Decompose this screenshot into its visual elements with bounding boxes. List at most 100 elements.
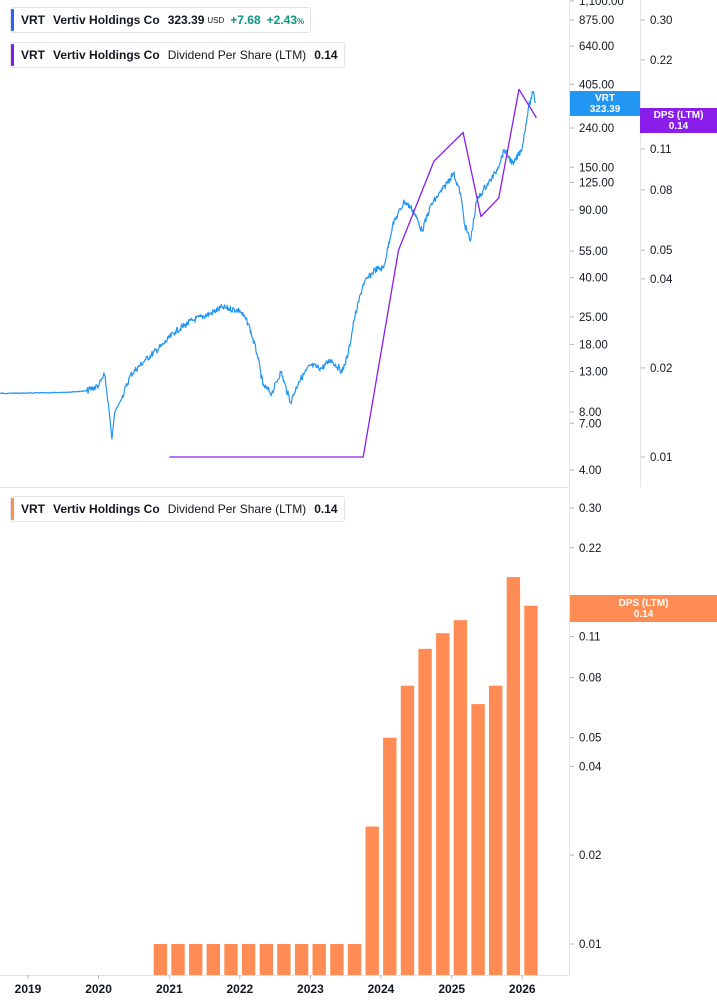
price-last-value-tag: VRT 323.39 [570, 91, 640, 116]
dps-bars [153, 577, 538, 975]
dps-axis-ticks: 0.30 0.22 0.11 0.08 0.05 0.04 0.02 0.01 [641, 15, 673, 464]
dps-bar [312, 944, 326, 975]
price-axis-tick-label: 25.00 [579, 312, 608, 324]
dps-bar [294, 944, 309, 975]
dps-bar [524, 605, 538, 975]
time-axis-tick-label: 2021 [156, 982, 183, 996]
price-axis-tick-label: 90.00 [579, 205, 608, 217]
legend-symbol: VRT [21, 48, 45, 62]
dps-tag-value: 0.14 [633, 608, 654, 620]
legend-metric: Dividend Per Share (LTM) [167, 48, 307, 62]
dps-bar-axis-tick-label: 0.11 [579, 632, 601, 644]
dps-bar [241, 944, 256, 975]
dps-bar-axis-tick-label: 0.22 [579, 543, 601, 555]
dps-axis-tick-label: 0.22 [650, 55, 672, 67]
price-axis-tick-label: 18.00 [579, 339, 608, 351]
time-axis-tick-label: 2026 [509, 982, 536, 996]
dps-bar [330, 944, 344, 975]
dps-bar [365, 826, 379, 975]
price-axis-tick-label: 8.00 [579, 407, 601, 419]
dps-axis-tick-label: 0.05 [650, 245, 672, 257]
dps-bar [506, 577, 521, 975]
price-axis-tick-label: 875.00 [579, 15, 614, 27]
dps-bar [436, 633, 450, 975]
price-axis-tick-label: 125.00 [579, 178, 614, 190]
dps-legend-bottom-swatch [11, 498, 14, 520]
dps-bar-axis-tick-label: 0.08 [579, 672, 601, 684]
dps-bar-axis-tick-label: 0.05 [579, 733, 601, 745]
dps-axis-tick-label: 0.02 [650, 363, 672, 375]
price-tag-value: 323.39 [589, 103, 621, 115]
price-axis-tick-label: 55.00 [579, 246, 608, 258]
dps-bar-axis-tick-label: 0.30 [579, 503, 601, 515]
legend-value: 0.14 [314, 48, 338, 62]
dps-bar [400, 685, 415, 975]
time-axis-tick-label: 2019 [15, 982, 42, 996]
dps-tag-label: DPS (LTM) [653, 109, 704, 121]
time-axis-tick-label: 2023 [297, 982, 324, 996]
time-axis-ticks: 2019 2020 2021 2022 2023 2024 2025 2026 [15, 975, 536, 996]
dps-bar [171, 944, 185, 975]
legend-change-pct: +2.43% [267, 13, 305, 27]
dps-bar [206, 944, 220, 975]
legend-symbol: VRT [21, 502, 45, 516]
time-axis-tick-label: 2025 [438, 982, 465, 996]
dps-tag-value: 0.14 [668, 120, 689, 132]
time-axis-tick-label: 2022 [226, 982, 253, 996]
dps-bar [347, 944, 362, 975]
time-axis-tick-label: 2024 [368, 982, 395, 996]
price-axis-tick-label: 1,100.00 [579, 0, 624, 8]
dps-bar [153, 944, 168, 975]
dps-bar [489, 685, 503, 975]
dps-bar [471, 704, 485, 975]
dps-last-value-tag-top: DPS (LTM) 0.14 [640, 108, 717, 133]
legend-change: +7.68 [230, 13, 261, 27]
dps-axis-tick-label: 0.11 [650, 144, 672, 156]
price-legend[interactable]: VRT Vertiv Holdings Co 323.39 USD +7.68 … [10, 7, 312, 33]
price-axis-tick-label: 405.00 [579, 79, 614, 91]
price-axis-tick-label: 640.00 [579, 41, 614, 53]
price-tag-label: VRT [595, 92, 615, 104]
dps-bar [453, 620, 468, 975]
price-axis-tick-label: 40.00 [579, 273, 608, 285]
dps-legend-top[interactable]: VRT Vertiv Holdings Co Dividend Per Shar… [10, 42, 345, 68]
dps-bar-axis-ticks: 0.30 0.22 0.11 0.08 0.05 0.04 0.02 0.01 [570, 503, 602, 951]
dps-legend-bottom[interactable]: VRT Vertiv Holdings Co Dividend Per Shar… [10, 496, 345, 522]
legend-change-pct-value: +2.43 [266, 13, 298, 27]
dps-last-value-tag-bottom: DPS (LTM) 0.14 [570, 595, 717, 622]
grid-separators [0, 0, 641, 976]
dps-axis-tick-label: 0.01 [650, 452, 672, 464]
dps-series-line [169, 88, 537, 458]
dps-bar [224, 944, 238, 975]
price-axis-ticks: 1,100.00 875.00 640.00 405.00 240.00 150.00 12… [570, 0, 624, 477]
legend-company-name: Vertiv Holdings Co [53, 13, 160, 27]
dps-legend-top-swatch [11, 44, 14, 66]
dps-axis-tick-label: 0.08 [650, 185, 672, 197]
dps-tag-label: DPS (LTM) [618, 597, 669, 609]
legend-pct-sign: % [297, 17, 305, 26]
legend-currency: USD [207, 15, 225, 25]
dps-bar-axis-tick-label: 0.02 [579, 850, 601, 862]
dps-bar-axis-tick-label: 0.01 [579, 939, 601, 951]
dps-axis-tick-label: 0.04 [650, 274, 673, 286]
price-legend-swatch [11, 9, 14, 31]
legend-value: 0.14 [314, 502, 338, 516]
price-axis-tick-label: 7.00 [579, 418, 601, 430]
dps-bar [189, 944, 203, 975]
dps-bar [418, 648, 432, 975]
price-axis-tick-label: 4.00 [579, 465, 601, 477]
price-axis-tick-label: 150.00 [579, 162, 614, 174]
legend-price: 323.39 [167, 13, 205, 27]
dps-bar-axis-tick-label: 0.04 [579, 761, 602, 773]
price-pane-lines [0, 88, 537, 458]
dps-bar [259, 944, 273, 975]
legend-company-name: Vertiv Holdings Co [53, 502, 160, 516]
legend-symbol: VRT [21, 13, 45, 27]
price-axis-tick-label: 240.00 [579, 123, 614, 135]
time-axis-tick-label: 2020 [85, 982, 112, 996]
price-axis-tick-label: 13.00 [579, 367, 608, 379]
price-series-line [0, 91, 536, 440]
legend-company-name: Vertiv Holdings Co [53, 48, 160, 62]
dps-bar [277, 944, 291, 975]
